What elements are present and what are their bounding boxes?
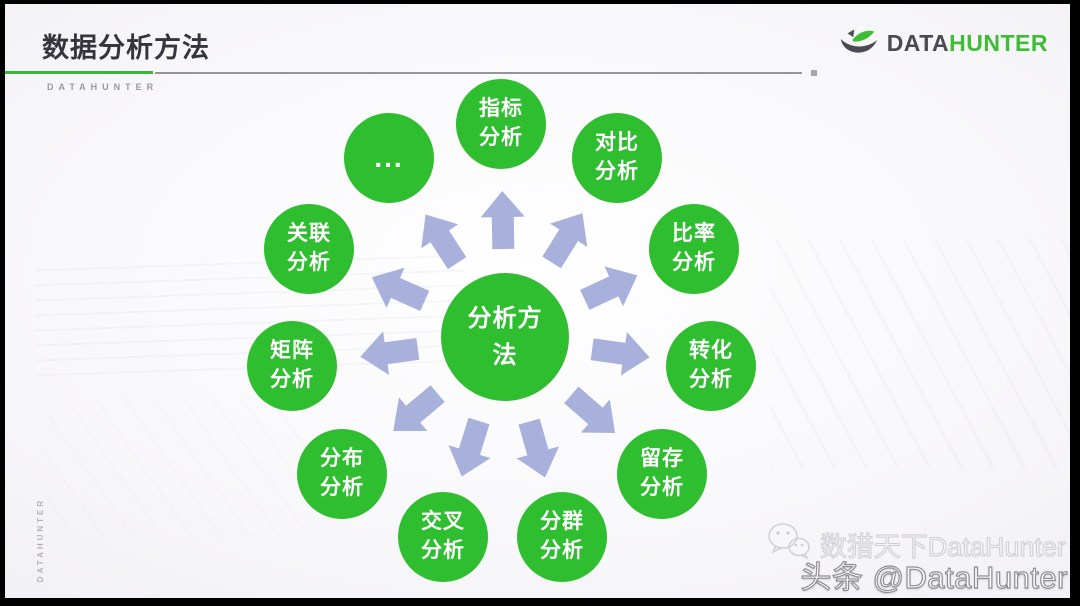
wechat-icon — [766, 521, 812, 568]
node-more: ... — [344, 113, 434, 203]
header-rule — [155, 72, 802, 74]
slide: 数据分析方法 DATAHUNTER DATAHUNTER 分析方法... 指标 分析… — [5, 4, 1070, 598]
node-conversion-label: 分析 — [689, 368, 733, 391]
background-texture-diagonal-left — [45, 398, 305, 538]
node-association-label: 分析 — [287, 251, 331, 274]
arrow-cohort — [516, 418, 560, 478]
watermark-toutiao-text: 头条 @DataHunter — [800, 559, 1068, 595]
node-indicator-label: 指标 — [479, 97, 523, 121]
arrow-association — [371, 267, 430, 311]
node-comparison-label: 对比 — [595, 131, 639, 155]
node-association: 关联 分析 — [264, 204, 354, 294]
arrow-conversion — [590, 331, 650, 376]
node-cross-label: 分析 — [421, 539, 465, 562]
node-matrix: 矩阵 分析 — [247, 321, 337, 411]
node-retention-label: 分析 — [640, 476, 684, 499]
node-matrix-label: 矩阵 — [270, 339, 314, 363]
node-comparison-label: 分析 — [595, 160, 639, 183]
logo-text-data: DATA — [886, 30, 950, 56]
node-more-label: ... — [374, 142, 404, 173]
watermark-wechat: 数猎天下DataHunter — [766, 521, 1067, 568]
node-cohort-label: 分群 — [540, 510, 584, 534]
node-ratio: 比率 分析 — [649, 204, 739, 294]
node-comparison: 对比 分析 — [572, 113, 662, 203]
arrow-more — [421, 214, 467, 270]
analysis-methods-diagram: 分析方法... 指标 分析 对比 分析 比率 分析 转化 分析 留存 分析 分群 分析 交叉 分析 分布 分析矩… — [5, 4, 1070, 598]
node-cross: 交叉 分析 — [398, 492, 488, 582]
arrow-comparison — [542, 213, 588, 269]
header-rule-accent — [5, 71, 153, 74]
node-method-label: 法 — [492, 342, 518, 369]
header-brand-text: DATAHUNTER — [47, 82, 159, 92]
background-texture-diagonal-right — [770, 239, 1070, 469]
node-conversion-label: 转化 — [689, 339, 733, 363]
page-title: 数据分析方法 — [42, 33, 210, 63]
node-association-label: 关联 — [287, 222, 331, 246]
node-method: 分析方法 — [441, 273, 569, 401]
arrow-matrix — [360, 331, 420, 375]
header-rule-end-dot — [811, 70, 817, 76]
datahunter-logo: DATAHUNTER — [838, 26, 1048, 61]
node-method-label: 分析方 — [467, 304, 543, 332]
node-ratio-label: 比率 — [672, 222, 716, 246]
node-distribution-label: 分布 — [320, 447, 364, 471]
node-indicator-label: 分析 — [479, 126, 523, 149]
node-retention: 留存 分析 — [617, 429, 707, 519]
node-cohort-label: 分析 — [540, 539, 584, 562]
arrow-indicator — [480, 191, 525, 250]
arrow-ratio — [580, 266, 638, 310]
node-ratio-label: 分析 — [672, 251, 716, 274]
watermark-line1-text: 数猎天下DataHunter — [819, 532, 1066, 563]
node-distribution: 分布 分析 — [297, 429, 387, 519]
arrow-retention — [564, 386, 616, 433]
node-distribution-label: 分析 — [320, 476, 364, 499]
datahunter-logo-icon — [838, 26, 880, 61]
node-indicator: 指标 分析 — [456, 79, 546, 169]
node-conversion: 转化 分析 — [666, 321, 756, 411]
side-vertical-brand-text: DATAHUNTER — [36, 497, 45, 583]
node-matrix-label: 分析 — [270, 368, 314, 391]
node-retention-label: 留存 — [640, 447, 684, 471]
arrow-distribution — [393, 385, 445, 432]
node-cross-label: 交叉 — [421, 510, 465, 534]
arrow-cross — [448, 417, 491, 477]
node-cohort: 分群 分析 — [517, 492, 607, 582]
logo-text-hunter: HUNTER — [949, 30, 1048, 56]
datahunter-logo-text: DATAHUNTER — [887, 30, 1048, 57]
